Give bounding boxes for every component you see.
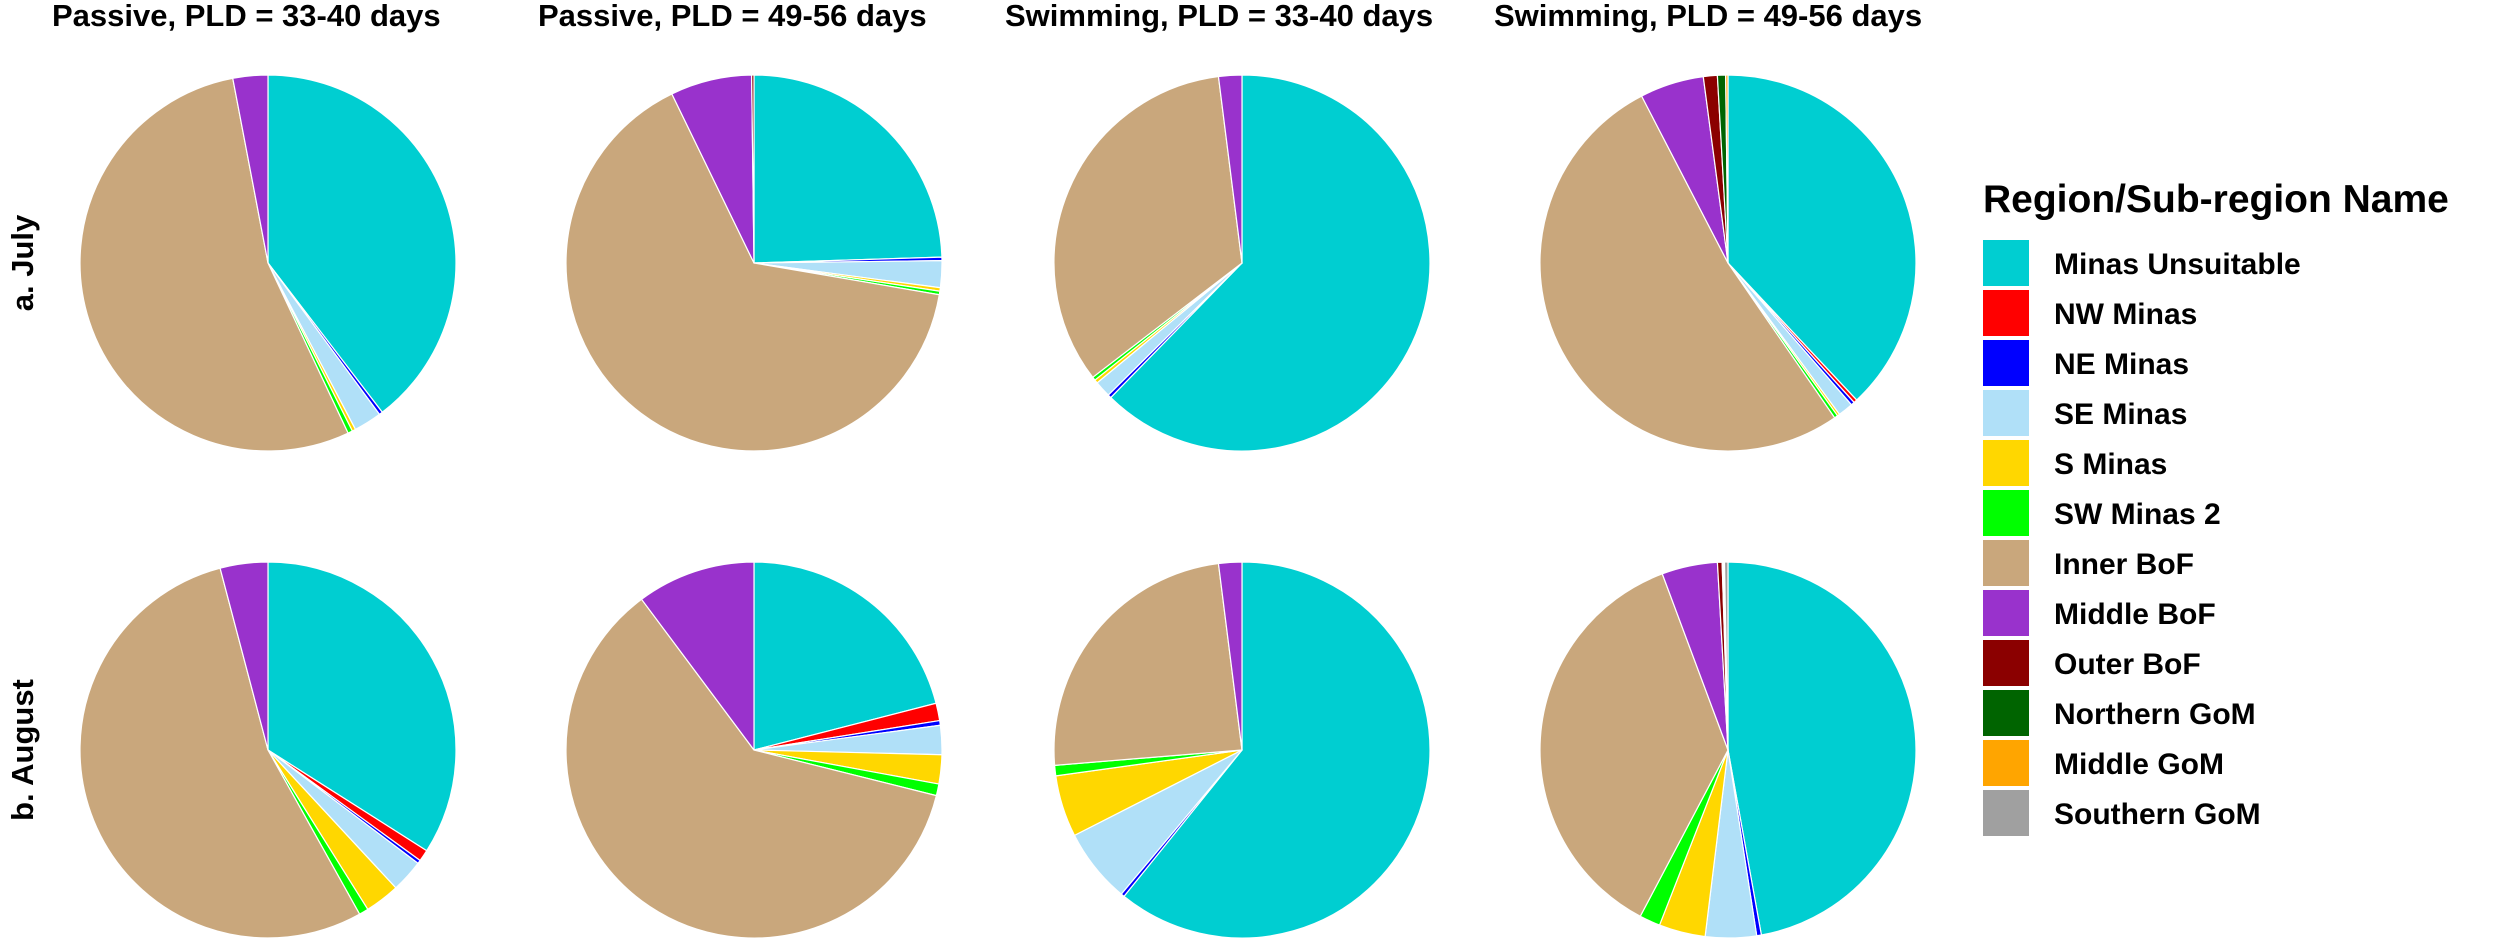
legend-label-sw-minas-2: SW Minas 2 — [2054, 498, 2221, 531]
legend-label-nw-minas: NW Minas — [2054, 298, 2197, 331]
legend-swatch-middle-gom — [1983, 740, 2029, 786]
pie-a-july-1 — [79, 74, 457, 452]
legend-swatch-outer-bof — [1983, 640, 2029, 686]
legend-items: Minas Unsuitable NW Minas NE Minas SE Minas… — [1983, 240, 2301, 836]
legend-swatch-se-minas — [1983, 390, 2029, 436]
column-title: Swimming, PLD = 49-56 days — [1494, 0, 1922, 33]
legend-label-middle-bof: Middle BoF — [2054, 598, 2216, 631]
pie-slice-inner-bof — [79, 77, 349, 452]
row-label: b. August — [5, 679, 40, 821]
legend-label-inner-bof: Inner BoF — [2054, 548, 2194, 581]
legend-swatch-nw-minas — [1983, 290, 2029, 336]
pie-panels — [79, 74, 1917, 939]
legend-swatch-northern-gom — [1983, 690, 2029, 736]
legend-swatch-sw-minas-2 — [1983, 490, 2029, 536]
pie-slice-middle-bof — [640, 561, 755, 751]
legend-swatch-southern-gom — [1983, 790, 2029, 836]
legend: Region/Sub-region Name Minas Unsuitable N… — [1983, 178, 2449, 836]
pie-slice-minas-unsuitable — [1727, 561, 1917, 936]
pie-b-august-3 — [1053, 561, 1431, 939]
legend-swatch-middle-bof — [1983, 590, 2029, 636]
pie-slice-middle-bof — [1217, 74, 1243, 264]
legend-swatch-ne-minas — [1983, 340, 2029, 386]
pie-slice-middle-bof — [232, 74, 269, 264]
legend-label-s-minas: S Minas — [2054, 448, 2167, 481]
legend-title: Region/Sub-region Name — [1983, 178, 2449, 221]
pie-slice-inner-bof — [79, 567, 361, 939]
column-title: Passive, PLD = 33-40 days — [52, 0, 441, 33]
pie-slice-inner-bof — [565, 598, 937, 939]
pie-slice-inner-bof — [1053, 75, 1243, 378]
pie-slice-middle-gom — [1725, 74, 1729, 264]
pie-b-august-2 — [565, 561, 943, 939]
pie-slice-minas-unsuitable — [1727, 74, 1917, 401]
legend-swatch-inner-bof — [1983, 540, 2029, 586]
legend-label-northern-gom: Northern GoM — [2054, 698, 2256, 731]
column-title: Passive, PLD = 49-56 days — [538, 0, 927, 33]
pie-slice-middle-bof — [1217, 561, 1243, 751]
pie-slice-outer-bof — [751, 74, 755, 264]
pie-slice-minas-unsuitable — [1110, 74, 1431, 452]
pie-slice-minas-unsuitable — [1123, 561, 1431, 939]
legend-label-ne-minas: NE Minas — [2054, 348, 2189, 381]
legend-label-se-minas: SE Minas — [2054, 398, 2187, 431]
pie-slice-southern-gom — [1723, 561, 1729, 751]
pie-slice-middle-bof — [219, 561, 269, 751]
pie-slice-minas-unsuitable — [753, 561, 937, 751]
legend-label-outer-bof: Outer BoF — [2054, 648, 2201, 681]
legend-label-southern-gom: Southern GoM — [2054, 798, 2261, 831]
pie-slice-minas-unsuitable — [753, 74, 943, 264]
pie-slice-inner-bof — [1539, 95, 1836, 452]
pie-slice-inner-bof — [1539, 573, 1729, 917]
pie-b-august-1 — [79, 561, 457, 939]
column-titles: Passive, PLD = 33-40 days Passive, PLD =… — [52, 0, 1922, 33]
pie-a-july-2 — [565, 74, 943, 452]
pie-a-july-3 — [1053, 74, 1431, 452]
row-label: a. July — [5, 214, 40, 311]
pie-slice-inner-bof — [1053, 562, 1243, 766]
pie-slice-minas-unsuitable — [267, 74, 457, 413]
pie-slice-minas-unsuitable — [267, 561, 457, 852]
legend-label-middle-gom: Middle GoM — [2054, 748, 2224, 781]
row-labels: a. July b. August — [5, 214, 40, 821]
column-title: Swimming, PLD = 33-40 days — [1005, 0, 1433, 33]
legend-swatch-s-minas — [1983, 440, 2029, 486]
legend-swatch-minas-unsuitable — [1983, 240, 2029, 286]
pie-b-august-4 — [1539, 561, 1917, 939]
pie-slice-inner-bof — [565, 93, 940, 452]
pie-a-july-4 — [1539, 74, 1917, 452]
legend-label-minas-unsuitable: Minas Unsuitable — [2054, 248, 2301, 281]
